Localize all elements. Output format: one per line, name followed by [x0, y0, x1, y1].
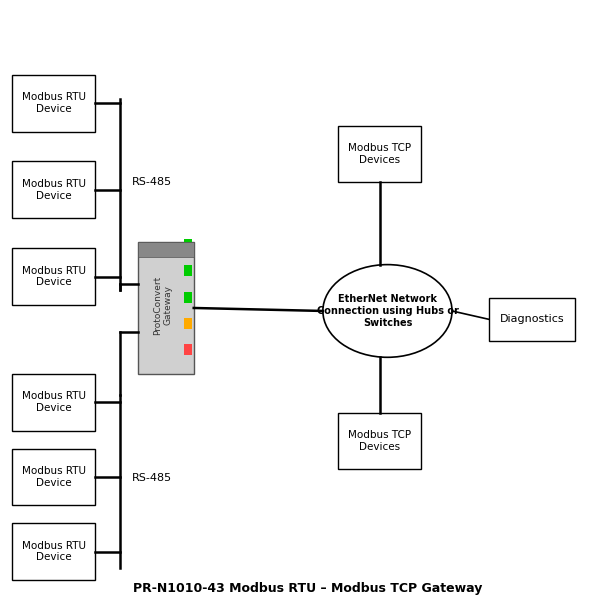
- Text: Modbus RTU
Device: Modbus RTU Device: [22, 466, 86, 488]
- Text: Modbus TCP
Devices: Modbus TCP Devices: [348, 143, 411, 165]
- FancyBboxPatch shape: [489, 298, 575, 341]
- FancyBboxPatch shape: [338, 413, 421, 469]
- FancyBboxPatch shape: [338, 126, 421, 182]
- Text: Modbus TCP
Devices: Modbus TCP Devices: [348, 430, 411, 452]
- Text: Modbus RTU
Device: Modbus RTU Device: [22, 92, 86, 114]
- FancyBboxPatch shape: [184, 292, 192, 303]
- FancyBboxPatch shape: [184, 318, 192, 329]
- Text: Modbus RTU
Device: Modbus RTU Device: [22, 266, 86, 288]
- Text: PR-N1010-43 Modbus RTU – Modbus TCP Gateway: PR-N1010-43 Modbus RTU – Modbus TCP Gate…: [133, 582, 482, 595]
- Text: RS-485: RS-485: [132, 178, 172, 187]
- FancyBboxPatch shape: [12, 75, 95, 132]
- FancyBboxPatch shape: [12, 161, 95, 218]
- Text: Diagnostics: Diagnostics: [499, 315, 565, 324]
- FancyBboxPatch shape: [184, 344, 192, 355]
- FancyBboxPatch shape: [138, 242, 194, 374]
- FancyBboxPatch shape: [138, 242, 194, 257]
- Text: ProtoConvert
Gateway: ProtoConvert Gateway: [153, 275, 173, 335]
- Text: Modbus RTU
Device: Modbus RTU Device: [22, 541, 86, 563]
- Ellipse shape: [323, 264, 452, 358]
- FancyBboxPatch shape: [184, 266, 192, 276]
- FancyBboxPatch shape: [12, 248, 95, 305]
- FancyBboxPatch shape: [12, 448, 95, 505]
- Text: Modbus RTU
Device: Modbus RTU Device: [22, 391, 86, 413]
- FancyBboxPatch shape: [184, 239, 192, 250]
- FancyBboxPatch shape: [12, 523, 95, 580]
- Text: EtherNet Network
Connection using Hubs or
Switches: EtherNet Network Connection using Hubs o…: [317, 294, 458, 328]
- FancyBboxPatch shape: [12, 374, 95, 431]
- Text: RS-485: RS-485: [132, 474, 172, 483]
- Text: Modbus RTU
Device: Modbus RTU Device: [22, 179, 86, 201]
